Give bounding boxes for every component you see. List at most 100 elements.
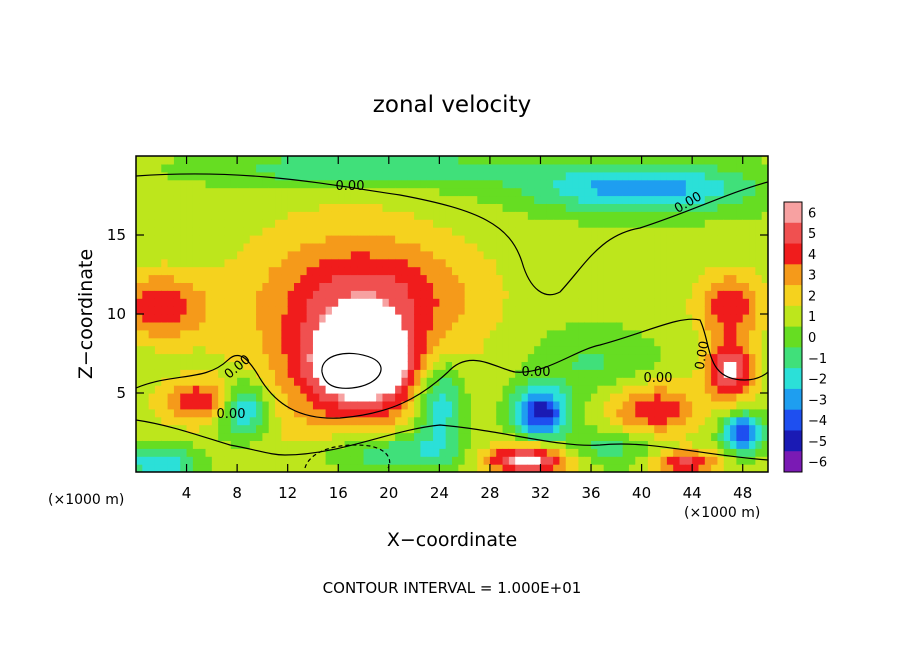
field-cell xyxy=(211,156,219,165)
field-cell xyxy=(521,219,529,228)
field-cell xyxy=(180,400,188,410)
field-cell xyxy=(452,329,459,339)
field-cell xyxy=(161,242,169,252)
field-cell xyxy=(275,377,282,386)
field-cell xyxy=(489,337,497,347)
field-cell xyxy=(559,321,567,331)
field-cell xyxy=(515,464,523,472)
field-cell xyxy=(199,187,207,197)
field-cell xyxy=(433,163,440,173)
field-cell xyxy=(698,400,706,410)
field-cell xyxy=(344,227,352,236)
field-cell xyxy=(723,156,731,165)
field-cell xyxy=(224,274,232,283)
field-cell xyxy=(420,179,428,189)
field-cell xyxy=(616,306,624,315)
field-cell xyxy=(761,314,768,323)
field-cell xyxy=(477,266,485,276)
field-cell xyxy=(641,282,649,291)
field-cell xyxy=(173,219,181,228)
field-cell xyxy=(736,266,744,276)
field-cell xyxy=(243,250,251,260)
field-cell xyxy=(262,361,270,370)
field-cell xyxy=(331,258,339,268)
field-cell xyxy=(572,219,579,228)
field-cell xyxy=(395,227,403,236)
field-cell xyxy=(641,179,649,189)
field-cell xyxy=(591,353,598,362)
field-cell xyxy=(287,321,295,331)
field-cell xyxy=(755,337,763,347)
field-cell xyxy=(761,298,768,307)
field-cell xyxy=(161,456,169,465)
field-cell xyxy=(711,250,719,260)
field-cell xyxy=(199,227,207,236)
field-cell xyxy=(363,163,371,173)
field-cell xyxy=(610,314,617,323)
field-cell xyxy=(382,345,390,355)
field-cell xyxy=(142,235,150,244)
field-cell xyxy=(281,321,289,331)
field-cell xyxy=(515,156,523,165)
field-cell xyxy=(281,456,289,465)
field-cell xyxy=(243,258,251,268)
field-cell xyxy=(173,408,181,418)
field-cell xyxy=(597,306,605,315)
field-cell xyxy=(148,179,156,189)
field-cell xyxy=(161,187,169,197)
field-cell xyxy=(660,353,668,362)
field-cell xyxy=(610,163,617,173)
field-cell xyxy=(635,345,643,355)
field-cell xyxy=(711,456,719,465)
field-cell xyxy=(483,211,491,220)
field-cell xyxy=(439,163,447,173)
field-cell xyxy=(679,163,687,173)
field-cell xyxy=(711,321,719,331)
field-cell xyxy=(433,456,440,465)
field-cell xyxy=(508,258,516,268)
field-cell xyxy=(534,337,542,347)
field-cell xyxy=(420,314,428,323)
field-cell xyxy=(749,298,756,307)
field-cell xyxy=(218,211,226,220)
field-cell xyxy=(553,171,561,181)
field-cell xyxy=(357,329,365,339)
field-cell xyxy=(312,282,320,291)
field-cell xyxy=(262,314,270,323)
field-cell xyxy=(458,219,466,228)
field-cell xyxy=(268,400,276,410)
field-cell xyxy=(218,163,226,173)
field-cell xyxy=(211,306,219,315)
field-cell xyxy=(546,282,554,291)
field-cell xyxy=(199,211,207,220)
field-cell xyxy=(218,187,226,197)
field-cell xyxy=(331,274,339,283)
field-cell xyxy=(603,282,611,291)
field-cell xyxy=(414,432,421,441)
field-cell xyxy=(275,321,282,331)
field-cell xyxy=(167,179,175,189)
field-cell xyxy=(300,258,308,268)
field-cell xyxy=(761,456,768,465)
field-cell xyxy=(742,179,750,189)
field-cell xyxy=(622,290,630,299)
field-cell xyxy=(439,353,447,362)
field-cell xyxy=(452,353,459,362)
field-cell xyxy=(395,314,403,323)
field-cell xyxy=(192,298,200,307)
field-cell xyxy=(268,274,276,283)
field-cell xyxy=(136,195,143,204)
field-cell xyxy=(603,306,611,315)
field-cell xyxy=(414,203,421,212)
field-cell xyxy=(597,416,605,426)
field-cell xyxy=(591,211,598,220)
field-cell xyxy=(173,393,181,402)
field-cell xyxy=(199,156,207,165)
field-cell xyxy=(736,187,744,197)
field-cell xyxy=(761,266,768,276)
field-cell xyxy=(502,242,510,252)
field-cell xyxy=(439,329,447,339)
field-cell xyxy=(262,369,270,378)
field-cell xyxy=(439,250,447,260)
field-cell xyxy=(325,171,333,181)
